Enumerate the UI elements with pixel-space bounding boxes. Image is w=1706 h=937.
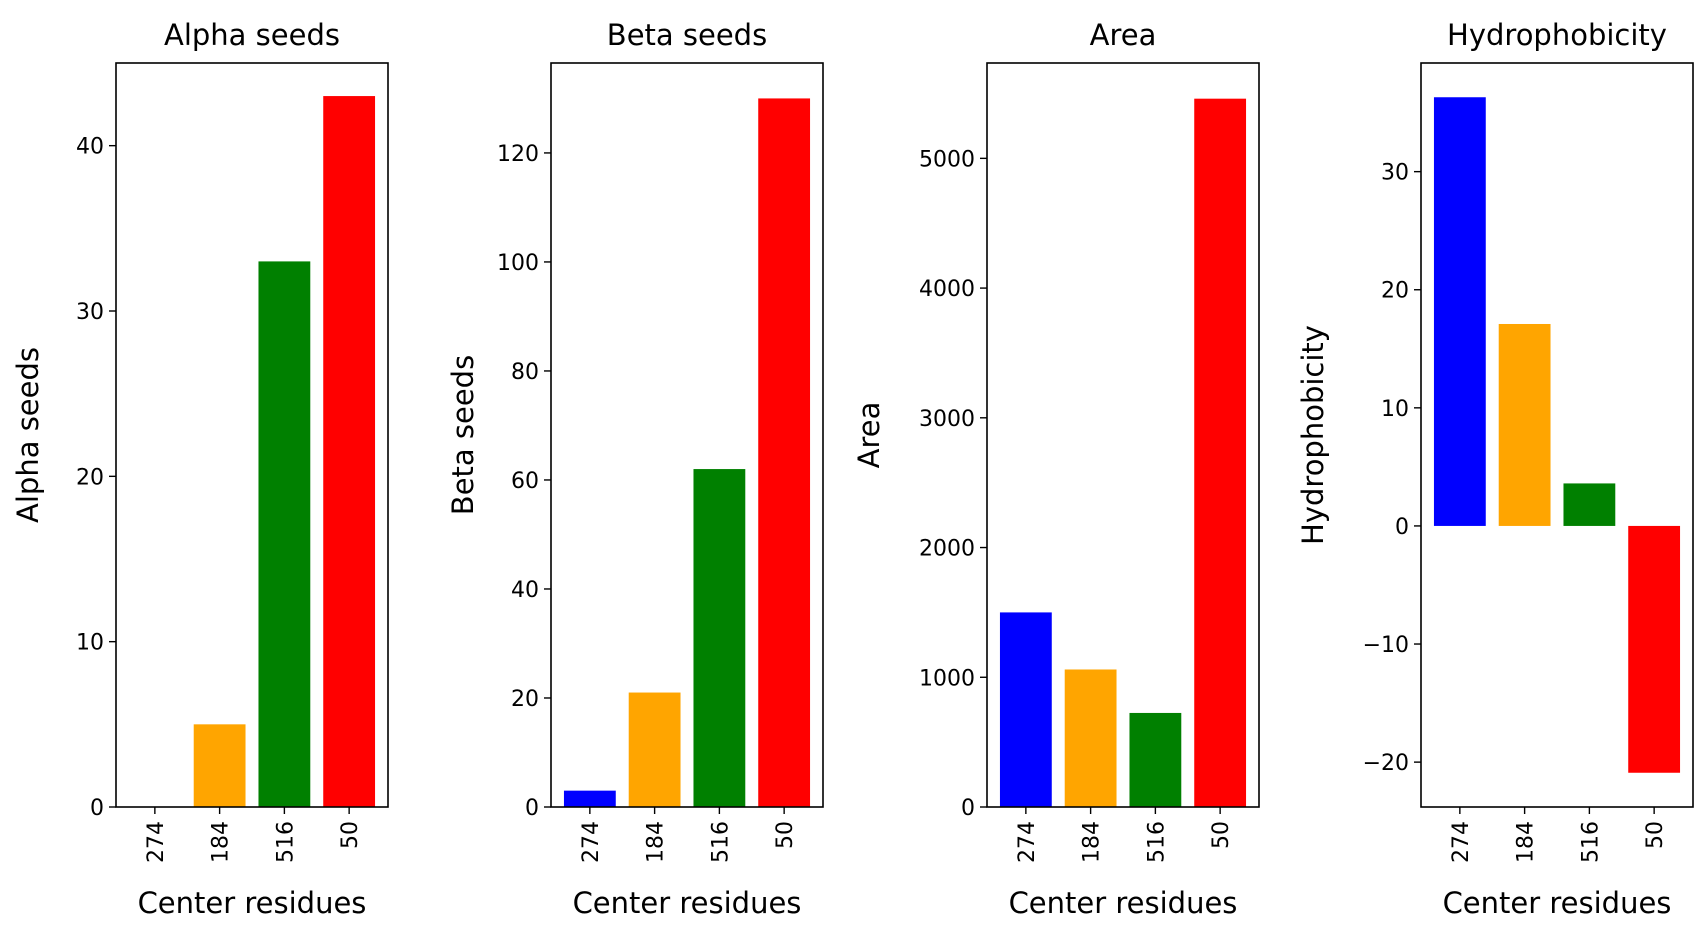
- axes-frame: [986, 62, 1260, 808]
- y-axis-label: Hydrophobicity: [1296, 325, 1330, 545]
- y-tick-label: 40: [76, 135, 104, 160]
- y-tick-label: 120: [497, 142, 539, 167]
- x-tick-label: 274: [144, 821, 169, 863]
- x-tick-label: 274: [579, 821, 604, 863]
- y-tick-label: 30: [1381, 161, 1409, 186]
- y-tick-label: 0: [1395, 515, 1409, 540]
- panel-title: Alpha seeds: [164, 18, 340, 52]
- y-tick-label: 3000: [919, 407, 975, 432]
- x-axis-label: Center residues: [1009, 886, 1238, 920]
- chart-panel-1: 0 10 20 30 40 274 184 516 50 Alpha seeds Center re…: [11, 18, 389, 920]
- y-axis-label: Beta seeds: [446, 355, 480, 515]
- y-tick-label: 10: [76, 631, 104, 656]
- y-tick-label: 40: [511, 578, 539, 603]
- x-tick-label: 516: [1144, 821, 1169, 863]
- bar-184: [1064, 669, 1117, 807]
- y-tick-label: 0: [961, 796, 975, 821]
- y-tick-label: 80: [511, 360, 539, 385]
- y-tick-label: 20: [76, 465, 104, 490]
- x-tick-label: 184: [209, 821, 234, 863]
- y-tick-label: −10: [1363, 633, 1409, 658]
- axes-frame: [115, 62, 389, 808]
- x-tick-label: 516: [1578, 821, 1603, 863]
- panel-title: Beta seeds: [607, 18, 767, 52]
- bar-50: [758, 98, 811, 807]
- y-tick-label: 60: [511, 469, 539, 494]
- x-tick-label: 184: [1080, 821, 1105, 863]
- x-tick-label: 50: [1209, 821, 1234, 849]
- y-axis-label: Alpha seeds: [11, 347, 45, 523]
- bar-50: [1194, 98, 1247, 808]
- x-tick-label: 50: [338, 821, 363, 849]
- bar-50: [1628, 525, 1681, 773]
- x-axis-label: Center residues: [1443, 886, 1672, 920]
- y-tick-label: −20: [1363, 751, 1409, 776]
- y-tick-label: 100: [497, 251, 539, 276]
- y-tick-label: 4000: [919, 277, 975, 302]
- y-tick-label: 0: [90, 796, 104, 821]
- bar-184: [1498, 323, 1551, 526]
- bar-274: [999, 612, 1052, 807]
- x-tick-label: 184: [1514, 821, 1539, 863]
- y-tick-label: 30: [76, 300, 104, 325]
- bar-516: [1563, 483, 1616, 526]
- x-tick-label: 184: [644, 821, 669, 863]
- y-tick-label: 5000: [919, 147, 975, 172]
- bar-184: [193, 724, 246, 807]
- x-tick-label: 50: [773, 821, 798, 849]
- y-tick-label: 20: [511, 687, 539, 712]
- chart-panel-4: −20 −10 0 10 20 30 274 184 516 50 Hydrophobicity Ce…: [1296, 18, 1694, 920]
- bar-516: [1129, 712, 1182, 807]
- y-tick-label: 1000: [919, 666, 975, 691]
- x-tick-label: 274: [1449, 821, 1474, 863]
- bar-184: [628, 692, 681, 807]
- y-tick-label: 0: [525, 796, 539, 821]
- axes-frame: [1420, 62, 1694, 808]
- x-tick-label: 50: [1643, 821, 1668, 849]
- y-axis-label: Area: [852, 402, 886, 469]
- bar-274: [563, 790, 616, 807]
- bar-516: [258, 261, 311, 807]
- chart-panel-2: 0 20 40 60 80 100 120 274 184 516 50 Beta seeds Cent…: [446, 18, 824, 920]
- panel-title: Hydrophobicity: [1447, 18, 1667, 52]
- bar-274: [1433, 97, 1486, 526]
- panel-title: Area: [1090, 18, 1157, 52]
- y-tick-label: 20: [1381, 279, 1409, 304]
- x-axis-label: Center residues: [138, 886, 367, 920]
- y-tick-label: 10: [1381, 397, 1409, 422]
- axes-frame: [550, 62, 824, 808]
- chart-panel-3: 0 1000 2000 3000 4000 5000 274 184 516 50 Area Cent…: [852, 18, 1260, 920]
- x-tick-label: 516: [273, 821, 298, 863]
- y-tick-label: 2000: [919, 537, 975, 562]
- x-tick-label: 516: [708, 821, 733, 863]
- bar-516: [693, 469, 746, 807]
- x-axis-label: Center residues: [573, 886, 802, 920]
- bar-50: [323, 96, 376, 808]
- x-tick-label: 274: [1015, 821, 1040, 863]
